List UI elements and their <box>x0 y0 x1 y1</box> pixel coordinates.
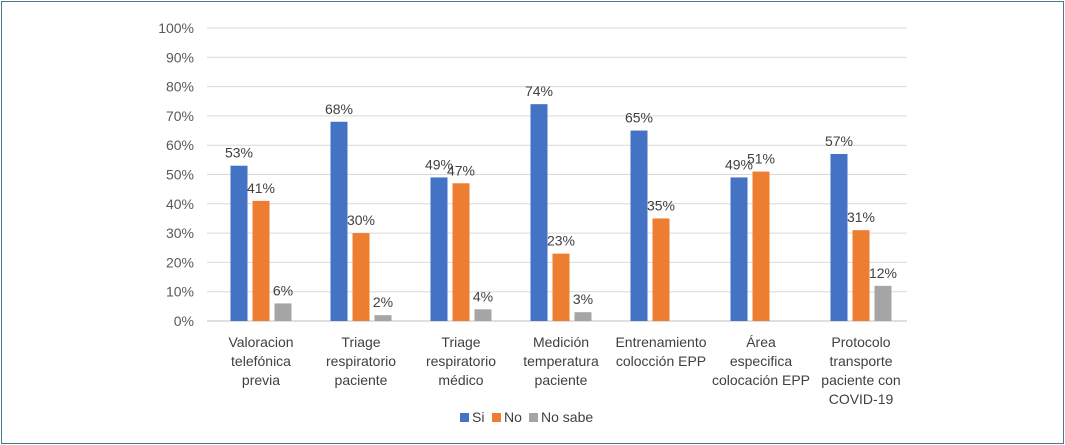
y-tick-label: 20% <box>166 254 194 270</box>
bar-no <box>752 171 770 321</box>
data-label: 30% <box>347 212 375 228</box>
data-label: 31% <box>847 209 875 225</box>
x-category-label: Valoracion telefónica previa <box>228 334 293 388</box>
data-label: 49% <box>425 156 453 172</box>
x-category-label: Protocolo transporte paciente con COVID-19 <box>821 334 900 407</box>
data-label: 47% <box>447 162 475 178</box>
bar-si <box>430 177 448 321</box>
bar-no <box>852 230 870 321</box>
bar-no-sabe <box>874 285 892 321</box>
y-tick-label: 60% <box>166 137 194 153</box>
data-label: 49% <box>725 156 753 172</box>
y-tick-label: 90% <box>166 49 194 65</box>
y-tick-label: 100% <box>158 20 194 36</box>
x-axis: Valoracion telefónica previa Triage respirat… <box>228 334 900 407</box>
y-axis: 0% 10% 20% 30% 40% 50% 60% 70% 80% 90% 100% <box>158 20 194 329</box>
bar-si <box>630 130 648 321</box>
legend: Si No No sabe <box>460 409 593 425</box>
bar-si <box>530 104 548 322</box>
legend-label: No <box>504 409 522 425</box>
x-category-label: Triage respiratorio médico <box>426 334 496 388</box>
legend-swatch <box>460 413 469 422</box>
data-label: 2% <box>373 294 393 310</box>
y-tick-label: 40% <box>166 196 194 212</box>
data-label: 68% <box>325 101 353 117</box>
data-label: 74% <box>525 83 553 99</box>
y-tick-label: 80% <box>166 79 194 95</box>
data-label: 23% <box>547 233 575 249</box>
legend-swatch <box>492 413 501 422</box>
bar-si <box>230 165 248 321</box>
x-category-label: Medición temperatura paciente <box>523 334 599 388</box>
y-tick-label: 70% <box>166 108 194 124</box>
bar-no <box>552 253 570 321</box>
bar-no <box>352 233 370 321</box>
y-tick-label: 10% <box>166 284 194 300</box>
data-label: 57% <box>825 133 853 149</box>
legend-label: No sabe <box>541 409 593 425</box>
legend-swatch <box>529 413 538 422</box>
bar-si <box>730 177 748 321</box>
gridlines <box>207 27 907 322</box>
data-labels: 53% 68% 49% 74% 65% 49% 57% 41% 30% 47% 23% 35% 51% 3… <box>225 83 897 310</box>
data-label: 4% <box>473 288 493 304</box>
x-category-label: Área especifica colocación EPP <box>712 334 810 388</box>
bar-no <box>252 200 270 321</box>
y-tick-label: 50% <box>166 167 194 183</box>
data-label: 65% <box>625 110 653 126</box>
data-label: 53% <box>225 145 253 161</box>
bar-no-sabe <box>274 303 292 321</box>
bar-no <box>652 218 670 321</box>
y-tick-label: 0% <box>174 313 194 329</box>
bar-no-sabe <box>374 315 392 321</box>
data-label: 12% <box>869 265 897 281</box>
bar-si <box>830 153 848 321</box>
bars <box>230 104 892 322</box>
x-category-label: Entrenamiento colocción EPP <box>615 334 706 369</box>
data-label: 6% <box>273 282 293 298</box>
bar-no-sabe <box>474 309 492 321</box>
data-label: 3% <box>573 291 593 307</box>
data-label: 35% <box>647 197 675 213</box>
y-tick-label: 30% <box>166 225 194 241</box>
bar-si <box>330 121 348 321</box>
bar-no <box>452 183 470 321</box>
data-label: 51% <box>747 151 775 167</box>
bar-no-sabe <box>574 312 592 321</box>
x-category-label: Triage respiratorio paciente <box>326 334 396 388</box>
data-label: 41% <box>247 180 275 196</box>
legend-label: Si <box>472 409 484 425</box>
